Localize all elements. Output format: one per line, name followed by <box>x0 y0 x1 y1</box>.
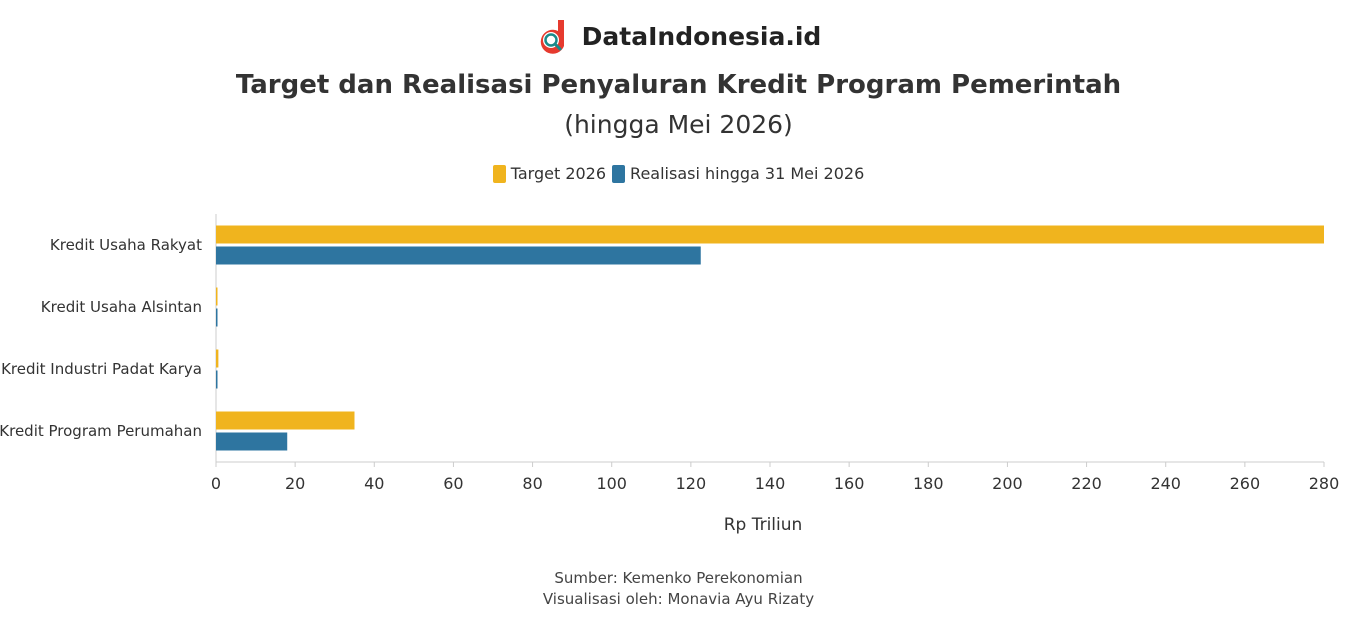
chart-title: Target dan Realisasi Penyaluran Kredit P… <box>235 70 1122 100</box>
chart-subtitle: (hingga Mei 2026) <box>564 110 793 139</box>
x-tick-label: 160 <box>834 474 865 493</box>
x-tick-label: 140 <box>755 474 786 493</box>
x-tick-label: 80 <box>522 474 542 493</box>
x-tick-label: 0 <box>211 474 221 493</box>
bar-realisasi <box>216 308 218 327</box>
x-tick-label: 40 <box>364 474 384 493</box>
bar-target <box>216 349 219 368</box>
category-label: Kredit Usaha Rakyat <box>50 236 202 254</box>
x-tick-label: 240 <box>1150 474 1181 493</box>
legend-swatch-target <box>492 164 506 183</box>
chart-legend: Target 2026 Realisasi hingga 31 Mei 2026 <box>0 164 1357 183</box>
x-tick-label: 260 <box>1230 474 1261 493</box>
x-tick-label: 120 <box>676 474 707 493</box>
legend-label-target: Target 2026 <box>510 164 607 183</box>
credit-note: Visualisasi oleh: Monavia Ayu Rizaty <box>542 590 815 608</box>
category-label: Kredit Usaha Alsintan <box>41 298 202 316</box>
legend-item-target[interactable]: Target 2026 <box>492 164 607 183</box>
x-axis-title: Rp Triliun <box>724 515 803 535</box>
x-tick-label: 20 <box>285 474 305 493</box>
bar-target <box>216 287 218 306</box>
category-label: Kredit Program Perumahan <box>0 422 202 440</box>
brand-header: DataIndonesia.id <box>0 14 1357 58</box>
x-tick-label: 180 <box>913 474 944 493</box>
legend-swatch-realisasi <box>612 164 626 183</box>
x-tick-label: 200 <box>992 474 1023 493</box>
x-tick-label: 60 <box>443 474 463 493</box>
legend-label-realisasi: Realisasi hingga 31 Mei 2026 <box>630 164 865 183</box>
chart-footer: Sumber: Kemenko Perekonomian Visualisasi… <box>0 568 1357 610</box>
x-tick-label: 220 <box>1071 474 1102 493</box>
x-tick-label: 280 <box>1309 474 1340 493</box>
bar-realisasi <box>216 370 218 389</box>
bar-realisasi <box>216 246 701 265</box>
category-label: Kredit Industri Padat Karya <box>1 360 202 378</box>
bar-target <box>216 411 355 430</box>
bar-target <box>216 225 1324 244</box>
brand-name: DataIndonesia.id <box>581 21 822 51</box>
bar-realisasi <box>216 432 288 451</box>
legend-item-realisasi[interactable]: Realisasi hingga 31 Mei 2026 <box>612 164 864 183</box>
source-note: Sumber: Kemenko Perekonomian <box>554 569 803 587</box>
dataindonesia-logo-icon <box>540 20 564 54</box>
x-tick-label: 100 <box>596 474 627 493</box>
